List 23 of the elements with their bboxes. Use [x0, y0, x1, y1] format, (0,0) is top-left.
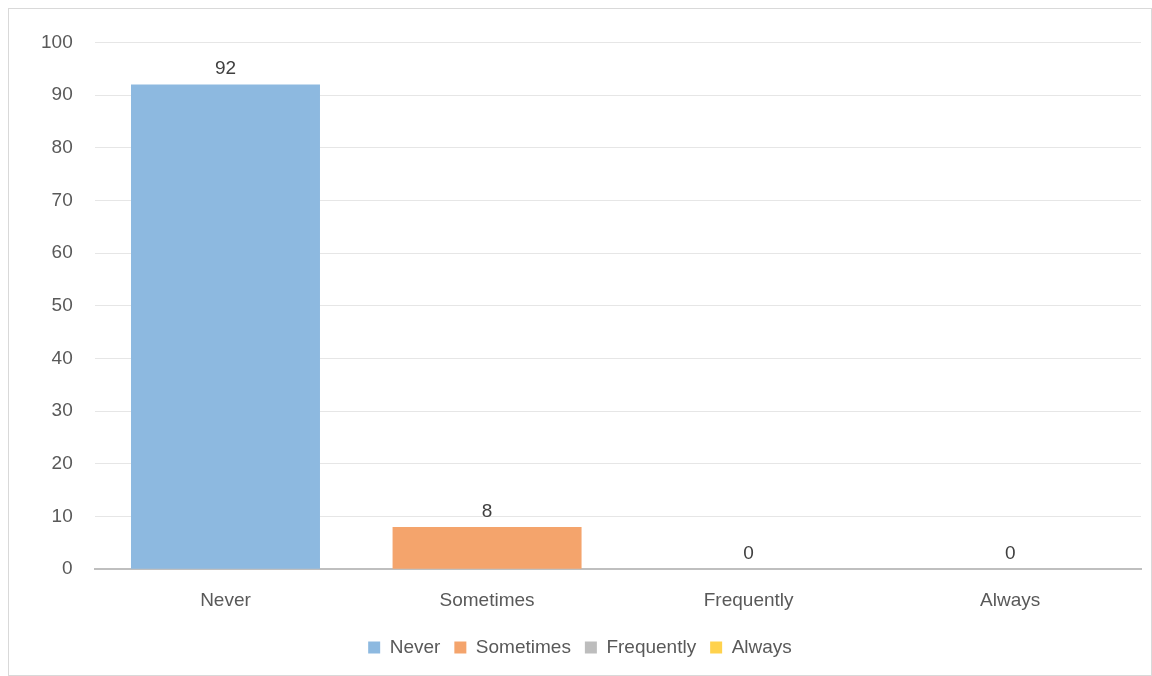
y-tick-label: 10 — [51, 504, 73, 526]
y-tick-label: 20 — [51, 452, 73, 474]
y-tick-label: 60 — [51, 241, 73, 263]
y-tick-label: 30 — [51, 399, 73, 421]
x-tick-label: Frequently — [703, 588, 795, 610]
data-label: 0 — [743, 541, 754, 563]
data-label: 0 — [1004, 541, 1016, 563]
x-tick-label: Never — [200, 588, 252, 610]
y-tick-label: 90 — [51, 83, 73, 105]
x-tick-label: Always — [980, 588, 1041, 610]
data-label: 92 — [214, 57, 237, 79]
data-label: 8 — [481, 499, 493, 521]
y-tick-label: 0 — [62, 557, 73, 579]
y-tick-label: 80 — [51, 135, 73, 157]
legend-label: Frequently — [606, 635, 697, 657]
x-tick-label: Sometimes — [439, 588, 535, 610]
y-tick-label: 70 — [51, 188, 73, 210]
y-tick-label: 40 — [51, 346, 73, 368]
legend-label: Never — [389, 635, 442, 657]
legend-label: Always — [731, 635, 792, 657]
legend-label: Sometimes — [475, 635, 571, 657]
y-tick-label: 100 — [41, 30, 73, 52]
y-tick-label: 50 — [51, 294, 73, 316]
